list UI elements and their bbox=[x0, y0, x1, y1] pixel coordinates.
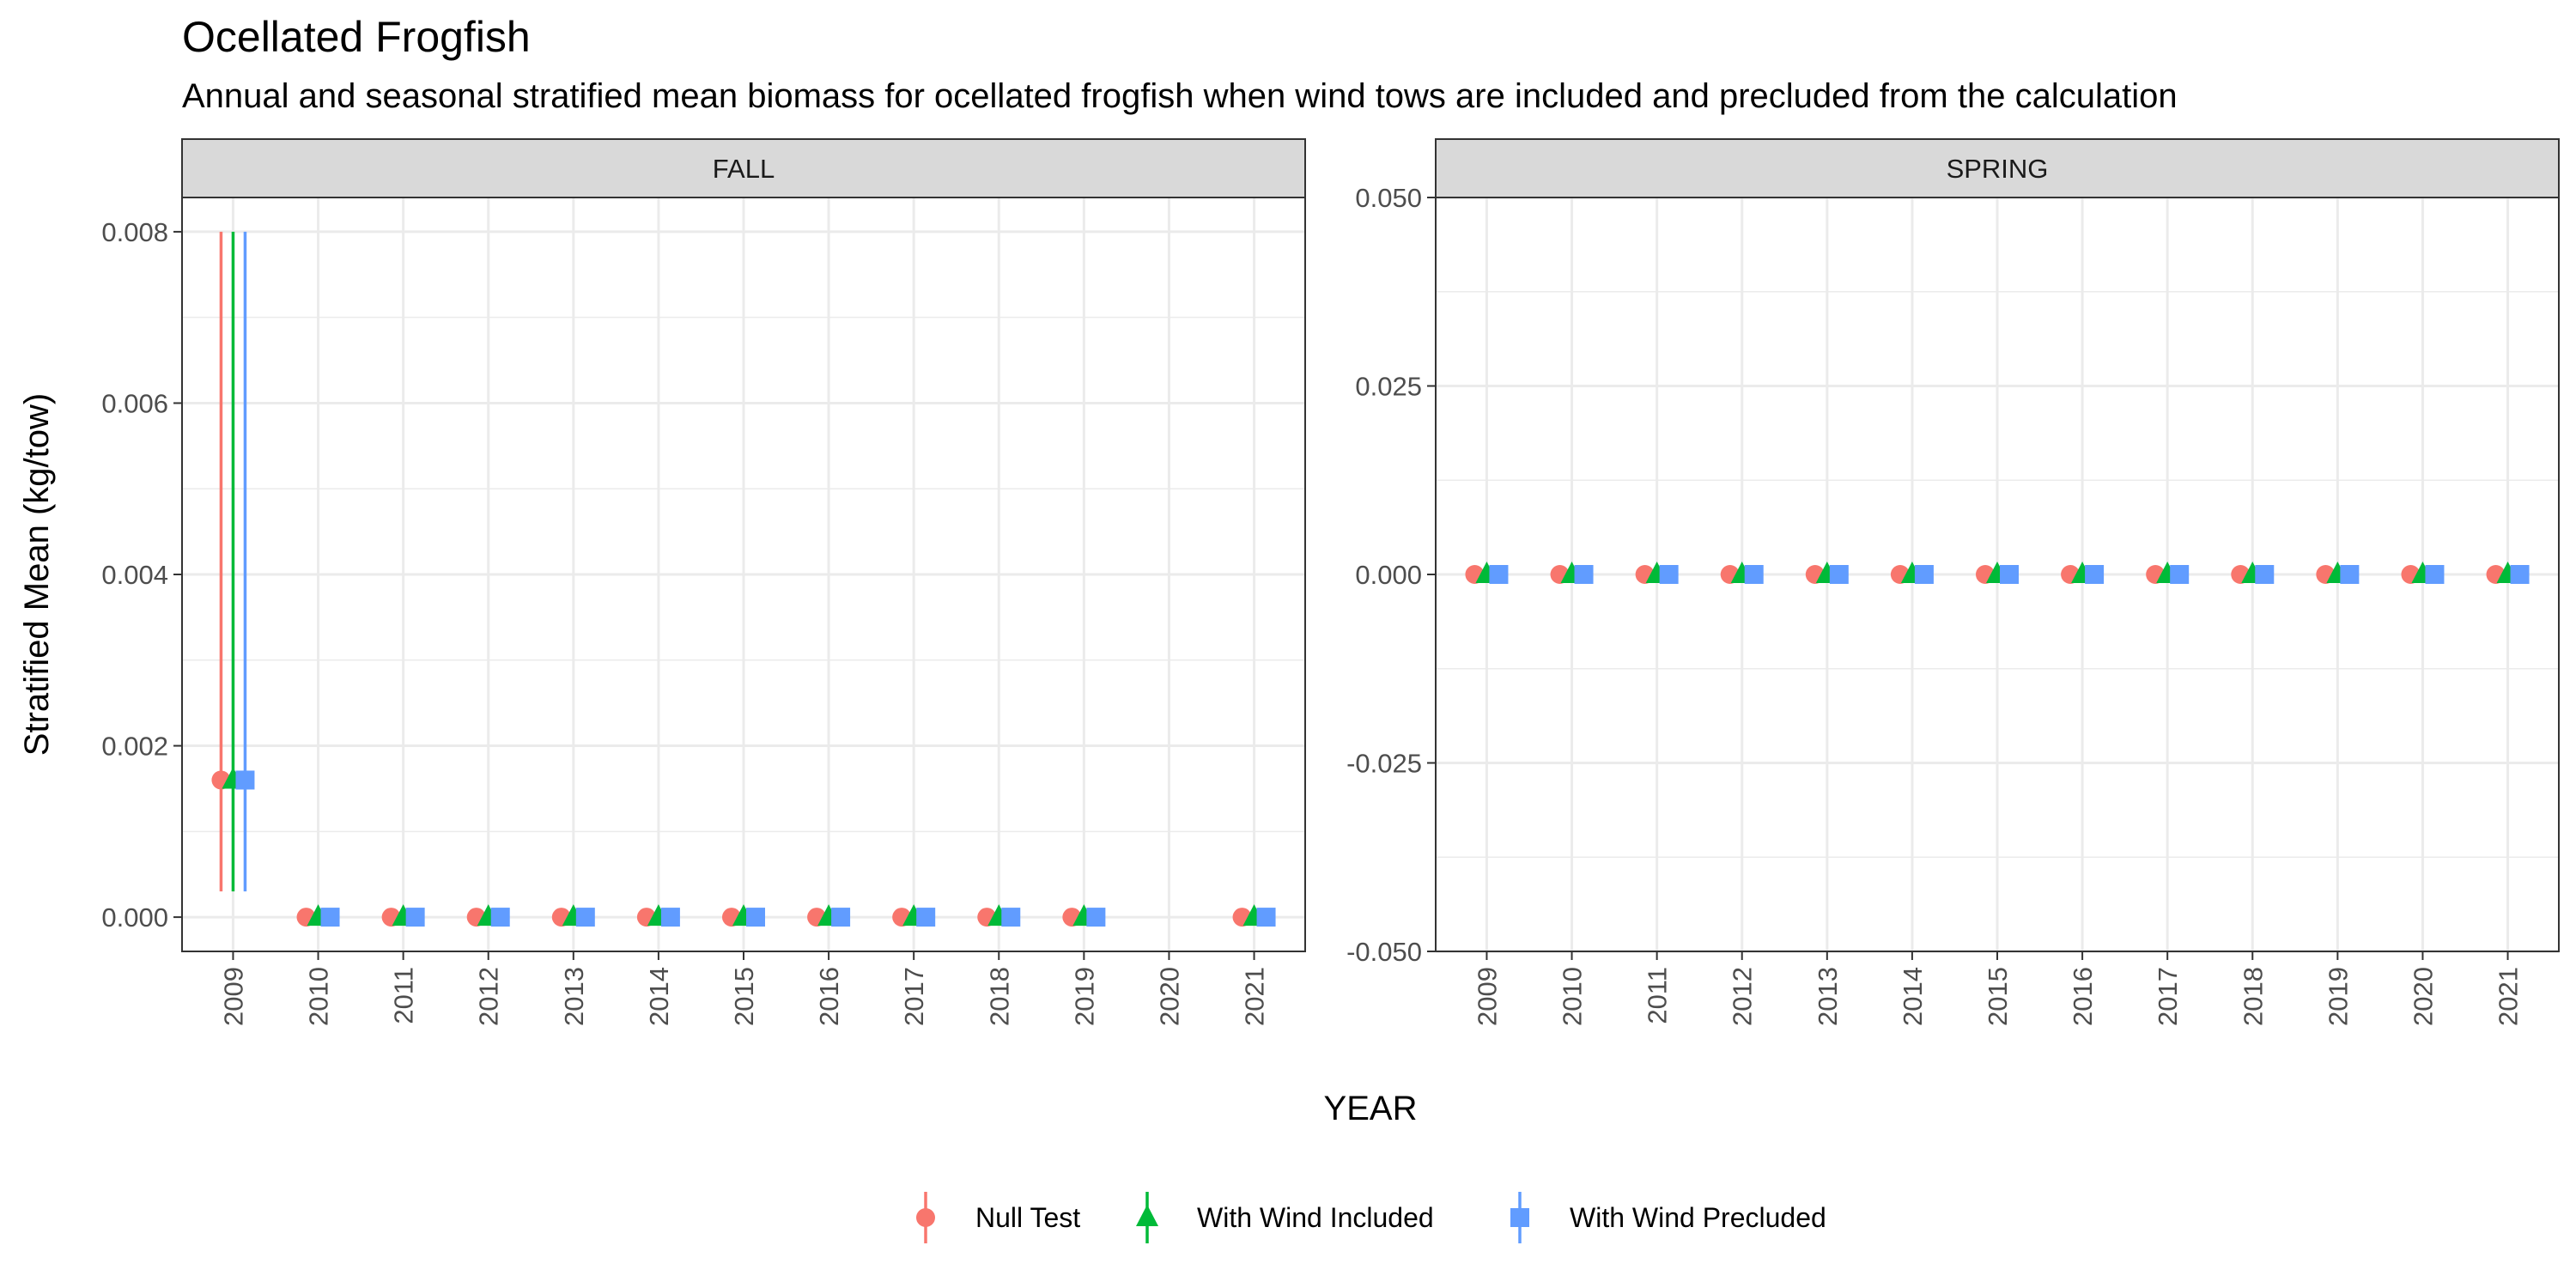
legend-label: Null Test bbox=[975, 1202, 1080, 1233]
spring-x-tick-label: 2009 bbox=[1472, 967, 1502, 1026]
spring-x-tick-label: 2020 bbox=[2408, 967, 2438, 1026]
spring-y-tick-label: -0.025 bbox=[1346, 749, 1422, 779]
spring-y-tick-label: 0.050 bbox=[1355, 183, 1422, 213]
spring-data-point bbox=[1574, 565, 1594, 584]
fall-data-point bbox=[916, 908, 936, 927]
legend-item: With Wind Included bbox=[1136, 1192, 1434, 1243]
spring-x-tick-label: 2013 bbox=[1813, 967, 1843, 1026]
legend-key-circle bbox=[916, 1208, 935, 1227]
spring-data-point bbox=[2340, 565, 2360, 584]
spring-strip-label: SPRING bbox=[1947, 154, 2049, 184]
spring-data-point bbox=[2510, 565, 2530, 584]
spring-x-tick-label: 2011 bbox=[1643, 967, 1673, 1024]
spring-x-tick-label: 2021 bbox=[2494, 967, 2524, 1026]
spring-x-tick-label: 2010 bbox=[1558, 967, 1588, 1026]
fall-x-tick-label: 2017 bbox=[899, 967, 929, 1026]
fall-data-point bbox=[320, 908, 340, 927]
spring-x-tick-label: 2018 bbox=[2238, 967, 2268, 1026]
spring-y-tick-label: 0.000 bbox=[1355, 560, 1422, 590]
y-axis-title: Stratified Mean (kg/tow) bbox=[18, 393, 56, 756]
spring-data-point bbox=[2085, 565, 2105, 584]
spring-data-point bbox=[2170, 565, 2190, 584]
fall-panel: 0.000 0.002 0.004 0.006 0.008 2009 2010 2011 201… bbox=[101, 138, 1306, 1026]
fall-data-point bbox=[1086, 908, 1106, 927]
fall-x-tick-label: 2020 bbox=[1154, 967, 1184, 1026]
fall-x-tick-label: 2019 bbox=[1069, 967, 1099, 1026]
fall-data-point bbox=[831, 908, 851, 927]
legend-key-square bbox=[1510, 1208, 1529, 1227]
spring-data-point bbox=[1659, 565, 1679, 584]
fall-data-point bbox=[575, 908, 595, 927]
spring-data-point bbox=[1829, 565, 1849, 584]
chart-title: Ocellated Frogfish bbox=[182, 13, 531, 61]
legend-label: With Wind Included bbox=[1197, 1202, 1434, 1233]
spring-y-tick-label: 0.025 bbox=[1355, 372, 1422, 402]
legend-item: With Wind Precluded bbox=[1510, 1192, 1826, 1243]
spring-strip bbox=[1435, 138, 2560, 198]
spring-panel: 0.050 0.025 0.000 -0.025 -0.050 2009 2010 2011 2… bbox=[1346, 138, 2560, 1026]
fall-data-point bbox=[660, 908, 680, 927]
fall-y-tick-label: 0.006 bbox=[101, 388, 168, 418]
fall-y-tick-label: 0.002 bbox=[101, 732, 168, 762]
legend-key-triangle bbox=[1136, 1205, 1158, 1226]
legend: Null Test With Wind Included With Wind Pre… bbox=[916, 1192, 1826, 1243]
fall-y-tick-label: 0.000 bbox=[101, 902, 168, 933]
spring-data-point bbox=[1744, 565, 1764, 584]
spring-x-tick-label: 2012 bbox=[1728, 967, 1758, 1026]
fall-y-tick-label: 0.008 bbox=[101, 217, 168, 247]
spring-data-point bbox=[1489, 565, 1509, 584]
fall-strip bbox=[181, 138, 1306, 198]
fall-data-point bbox=[235, 770, 255, 790]
fall-data-point bbox=[1001, 908, 1021, 927]
spring-data-point bbox=[2000, 565, 2019, 584]
fall-x-tick-label: 2016 bbox=[814, 967, 844, 1026]
fall-data-point bbox=[1256, 908, 1276, 927]
spring-data-point bbox=[2255, 565, 2275, 584]
fall-y-tick-label: 0.004 bbox=[101, 560, 168, 590]
spring-x-tick-label: 2015 bbox=[1983, 967, 2013, 1026]
fall-x-tick-label: 2010 bbox=[304, 967, 334, 1026]
spring-y-tick-label: -0.050 bbox=[1346, 937, 1422, 967]
spring-x-tick-label: 2017 bbox=[2153, 967, 2183, 1026]
legend-item: Null Test bbox=[916, 1192, 1080, 1243]
fall-x-tick-label: 2013 bbox=[559, 967, 589, 1026]
spring-data-point bbox=[1914, 565, 1934, 584]
spring-data-point bbox=[2425, 565, 2445, 584]
spring-x-tick-label: 2016 bbox=[2068, 967, 2098, 1026]
fall-data-point bbox=[490, 908, 510, 927]
fall-x-tick-label: 2014 bbox=[644, 967, 674, 1026]
fall-data-point bbox=[746, 908, 765, 927]
spring-x-tick-label: 2014 bbox=[1898, 967, 1928, 1026]
fall-x-tick-label: 2012 bbox=[474, 967, 504, 1026]
x-axis-title: YEAR bbox=[1324, 1090, 1418, 1127]
fall-x-tick-label: 2015 bbox=[729, 967, 759, 1026]
fall-strip-label: FALL bbox=[713, 154, 775, 184]
fall-x-tick-label: 2009 bbox=[218, 967, 248, 1026]
fall-x-tick-label: 2011 bbox=[389, 967, 419, 1024]
spring-x-tick-label: 2019 bbox=[2323, 967, 2353, 1026]
legend-label: With Wind Precluded bbox=[1570, 1202, 1826, 1233]
fall-x-tick-label: 2021 bbox=[1240, 967, 1270, 1026]
fall-x-tick-label: 2018 bbox=[984, 967, 1014, 1026]
fall-data-point bbox=[405, 908, 425, 927]
chart-subtitle: Annual and seasonal stratified mean biom… bbox=[182, 77, 2178, 115]
